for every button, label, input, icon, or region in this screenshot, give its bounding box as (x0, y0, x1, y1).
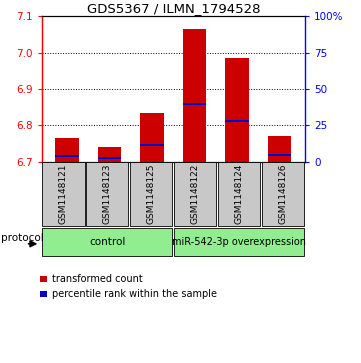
Bar (130, 162, 173, 226)
Bar (183, 103, 206, 105)
Text: protocol: protocol (1, 233, 44, 243)
Bar (225, 58, 249, 162)
Bar (174, 162, 216, 226)
Bar (98, 147, 121, 162)
Bar (42, 162, 84, 226)
Text: GSM1148125: GSM1148125 (147, 164, 156, 224)
Text: GSM1148121: GSM1148121 (59, 164, 68, 224)
Bar (183, 29, 206, 162)
Bar (140, 113, 164, 162)
Bar (98, 157, 121, 159)
Bar (86, 162, 129, 226)
Bar (42, 228, 173, 256)
Text: GSM1148123: GSM1148123 (103, 164, 112, 224)
Text: miR-542-3p overexpression: miR-542-3p overexpression (172, 237, 306, 247)
Text: GSM1148124: GSM1148124 (235, 164, 244, 224)
Bar (55, 138, 79, 162)
Bar (55, 155, 79, 157)
Text: GSM1148126: GSM1148126 (279, 164, 288, 224)
Bar (268, 154, 291, 156)
Text: GSM1148122: GSM1148122 (191, 164, 200, 224)
Text: control: control (89, 237, 126, 247)
Bar (174, 228, 304, 256)
Bar (262, 162, 304, 226)
Bar (225, 120, 249, 122)
Bar (268, 136, 291, 162)
Legend: transformed count, percentile rank within the sample: transformed count, percentile rank withi… (39, 273, 218, 300)
Title: GDS5367 / ILMN_1794528: GDS5367 / ILMN_1794528 (87, 2, 260, 15)
Bar (140, 144, 164, 146)
Bar (218, 162, 260, 226)
